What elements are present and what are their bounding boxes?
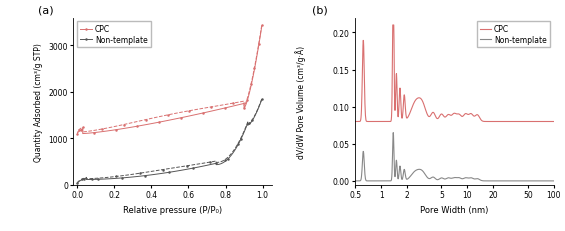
CPC (473, 114, 480, 117)
CPC (503, 121, 510, 123)
Non-template (89, 178, 95, 181)
Non-template (74, 182, 81, 185)
Non-template (154, 173, 160, 176)
CPC (194, 113, 201, 116)
Non-template (550, 180, 557, 182)
Non-template (121, 176, 128, 179)
CPC (258, 26, 265, 29)
Non-template (467, 176, 474, 179)
CPC (523, 121, 530, 123)
CPC (241, 103, 247, 105)
CPC (550, 121, 557, 123)
Non-template (234, 144, 241, 147)
CPC (389, 24, 396, 27)
Line: Non-template: Non-template (76, 99, 263, 185)
Line: CPC: CPC (76, 27, 263, 136)
Y-axis label: dV/dW Pore Volume (cm³/g·Å): dV/dW Pore Volume (cm³/g·Å) (295, 45, 306, 158)
CPC (368, 121, 375, 123)
Non-template (175, 170, 181, 173)
CPC (479, 120, 485, 123)
Non-template (479, 179, 485, 182)
CPC (242, 106, 249, 109)
Legend: CPC, Non-template: CPC, Non-template (77, 22, 151, 47)
Text: (b): (b) (311, 5, 327, 15)
Legend: CPC, Non-template: CPC, Non-template (476, 22, 550, 47)
CPC (468, 113, 475, 116)
X-axis label: Relative pressure (P/P₀): Relative pressure (P/P₀) (123, 205, 222, 214)
Line: Non-template: Non-template (355, 133, 554, 181)
X-axis label: Pore Width (nm): Pore Width (nm) (420, 205, 489, 214)
Non-template (503, 180, 510, 182)
Line: CPC: CPC (355, 26, 554, 122)
Y-axis label: Quantity Adsorbed (cm³/g STP): Quantity Adsorbed (cm³/g STP) (34, 43, 43, 161)
CPC (352, 121, 359, 123)
Text: (a): (a) (38, 5, 53, 15)
Non-template (523, 180, 530, 182)
CPC (74, 133, 81, 136)
Non-template (352, 180, 359, 182)
CPC (245, 98, 251, 101)
CPC (241, 107, 247, 110)
Non-template (104, 178, 111, 180)
CPC (230, 105, 237, 108)
Non-template (364, 180, 371, 182)
Non-template (472, 178, 479, 180)
Non-template (390, 132, 397, 134)
Non-template (258, 99, 265, 102)
CPC (364, 121, 371, 123)
